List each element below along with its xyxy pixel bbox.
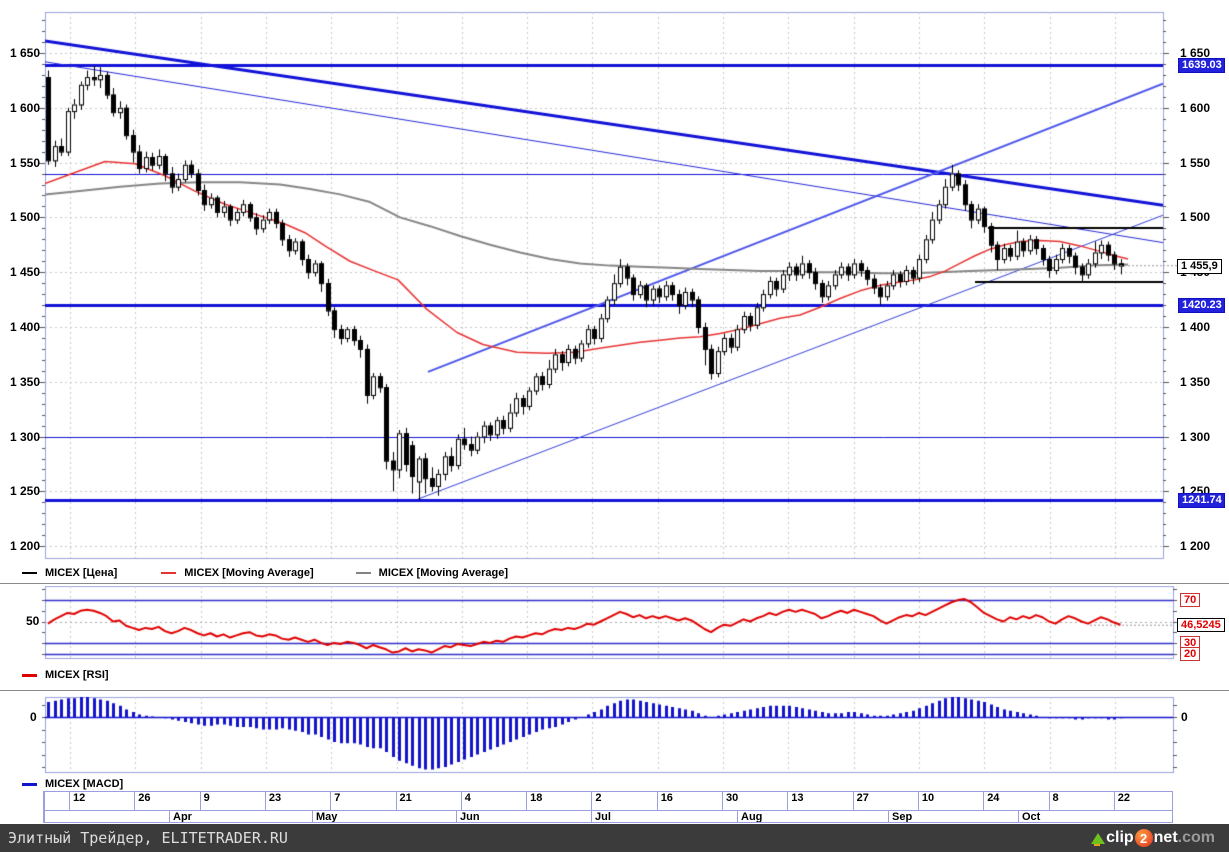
level-label-1241: 1241.74 [1178,493,1225,509]
upload-arrow-icon [1091,832,1106,844]
price-tick-label-left: 1 600 [9,100,40,115]
day-cell: 30 [722,792,787,810]
month-cell-empty [44,811,169,822]
price-tick-label-left: 1 400 [9,320,40,334]
macd-left-axis-label: 0 [30,710,37,724]
footer-site-text: Элитный Трейдер, ELITETRADER.RU [8,829,288,847]
price-tick-label-right: 1 500 [1180,210,1211,225]
day-cell: 13 [787,792,852,810]
month-cell: May [312,811,456,822]
price-legend: MICEX [Цена] MICEX [Moving Average] MICE… [22,565,508,581]
micex-chart-canvas[interactable] [0,0,1229,824]
gray-line-swatch-icon [355,572,371,574]
day-cell: 9 [199,792,265,810]
panel-separator [0,690,1229,693]
legend-macd-label: MICEX [MACD] [45,778,124,790]
rsi-legend: MICEX [RSI] [22,667,109,683]
rsi-level-70-label: 70 [1180,593,1201,608]
day-cell-empty [44,792,69,810]
price-tick-label-right: 1 350 [1180,374,1211,389]
legend-price-label: MICEX [Цена] [45,567,118,579]
legend-ma-slow-label: MICEX [Moving Average] [378,567,509,579]
panel-separator [0,583,1229,586]
price-tick-label-left: 1 550 [9,155,40,170]
price-tick-label-left: 1 650 [9,46,40,60]
rsi-level-30-label: 30 [1180,635,1201,650]
month-cell: Sep [888,811,1018,822]
watermark-clip-text: clip [1106,829,1134,846]
rsi-line-swatch-icon [22,673,37,677]
month-cell: Oct [1018,811,1174,822]
price-tick-label-left: 1 450 [9,265,40,280]
watermark-com-text: .com [1177,829,1215,846]
watermark-net-text: net [1153,829,1178,846]
legend-rsi-label: MICEX [RSI] [45,669,109,681]
black-line-swatch-icon [22,572,37,574]
price-tick-label-right: 1 300 [1180,429,1211,444]
day-cell: 27 [852,792,918,810]
rsi-left-axis-label: 50 [26,614,40,628]
price-tick-label-left: 1 350 [9,374,40,389]
rsi-current-value-label: 46,5245 [1177,618,1225,633]
month-cell: Apr [169,811,312,822]
legend-ma-fast: MICEX [Moving Average] [161,567,314,579]
day-cell: 12 [69,792,134,810]
day-cell: 21 [395,792,461,810]
price-tick-label-left: 1 200 [9,539,40,554]
price-tick-label-right: 1 600 [1180,100,1211,115]
legend-ma-slow: MICEX [Moving Average] [355,567,509,579]
day-cell: 22 [1113,792,1174,810]
price-tick-label-right: 1 200 [1180,539,1211,554]
rsi-level-20-label: 20 [1180,646,1201,661]
day-cell: 8 [1048,792,1114,810]
month-cell: Jun [456,811,591,822]
day-cell: 26 [134,792,199,810]
level-label-1639: 1639.03 [1178,58,1225,74]
day-cell: 16 [656,792,722,810]
day-cell: 7 [330,792,395,810]
clip2net-watermark[interactable]: clip 2 net .com [1091,829,1215,847]
month-cell: Aug [737,811,888,822]
price-tick-label-right: 1 550 [1180,155,1211,170]
macd-right-axis-label: 0 [1181,710,1188,724]
legend-price-series: MICEX [Цена] [22,567,117,579]
level-label-1420: 1420.23 [1178,297,1225,313]
price-tick-label-left: 1 300 [9,429,40,444]
price-tick-label-right: 1 650 [1180,46,1211,60]
month-cell: Jul [591,811,737,822]
upload-arrow-base-icon [1094,841,1101,846]
last-price-label: 1 455,9 [1177,258,1222,274]
macd-legend: MICEX [MACD] [22,776,123,792]
day-cell: 24 [983,792,1048,810]
price-tick-label-left: 1 500 [9,210,40,225]
day-cell: 10 [917,792,983,810]
legend-ma-fast-label: MICEX [Moving Average] [184,567,314,579]
month-axis-row: Apr May Jun Jul Aug Sep Oct [43,810,1173,823]
day-cell: 4 [460,792,526,810]
footer-bar: Элитный Трейдер, ELITETRADER.RU clip 2 n… [0,824,1229,852]
watermark-2-badge: 2 [1134,829,1153,847]
day-cell: 23 [264,792,330,810]
day-cell: 2 [591,792,656,810]
red-line-swatch-icon [161,572,177,574]
price-tick-label-right: 1 400 [1180,320,1211,334]
day-cell: 18 [526,792,591,810]
macd-line-swatch-icon [22,782,37,786]
day-axis-row: 12 26 9 23 7 21 4 18 2 16 30 13 27 10 24 8 22 [43,791,1173,811]
price-tick-label-left: 1 250 [9,484,40,499]
